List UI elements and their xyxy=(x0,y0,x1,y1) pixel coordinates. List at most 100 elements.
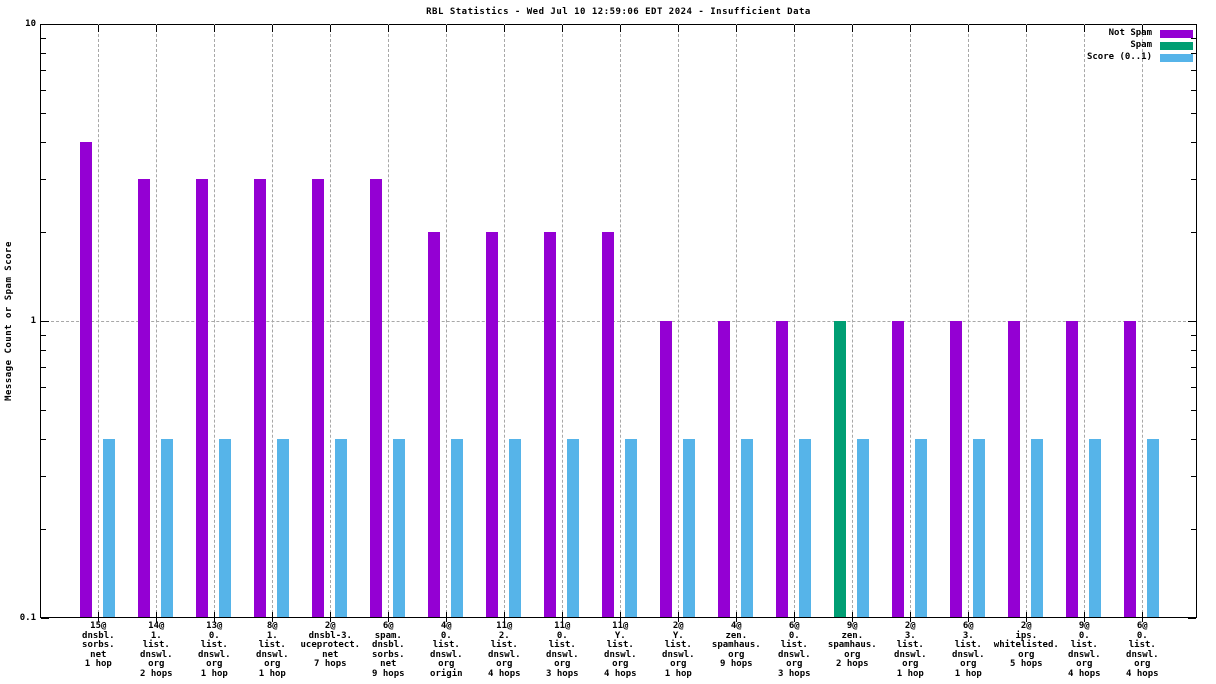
y-tick-minor-right xyxy=(1191,231,1196,233)
x-category-label-line: list. xyxy=(896,640,924,650)
x-tick-bottom xyxy=(156,612,158,622)
bar-score-10 xyxy=(683,439,696,617)
x-category-label-line: org xyxy=(1134,659,1151,669)
x-category-label-10: 2@ Y. list. dnswl. org 1 hop xyxy=(649,621,707,679)
x-category-label-line: spamhaus. xyxy=(711,640,761,650)
y-tick-minor-left xyxy=(41,334,46,336)
x-category-label-line: 13@ xyxy=(206,621,223,631)
x-category-label-14: 2@ 3. list. dnswl. org 1 hop xyxy=(881,621,939,679)
x-category-label-line: net xyxy=(322,649,339,660)
bar-not-spam-4 xyxy=(312,179,325,617)
y-tick-minor-left xyxy=(41,410,46,412)
bar-score-15 xyxy=(973,439,986,617)
x-category-label-line: 1 hop xyxy=(896,668,924,679)
x-category-label-line: list. xyxy=(954,640,982,650)
y-tick-minor-left xyxy=(41,70,46,71)
x-category-label-line: zen. xyxy=(841,630,864,641)
x-category-label-line: list. xyxy=(664,640,692,650)
x-tick-bottom xyxy=(678,612,680,622)
x-category-label-16: 2@ ips. whitelisted. org 5 hops xyxy=(994,621,1059,670)
x-tick-bottom xyxy=(852,612,854,622)
y-tick-minor-right xyxy=(1191,37,1196,39)
x-category-label-line: 2 hops xyxy=(140,668,173,679)
x-category-label-line: 3 hops xyxy=(778,668,811,679)
x-tick-bottom xyxy=(562,612,564,622)
x-category-label-15: 6@ 3. list. dnswl. org 1 hop xyxy=(939,621,997,679)
bar-not-spam-15 xyxy=(950,321,963,617)
x-category-label-line: 9 hops xyxy=(720,659,753,669)
x-category-label-line: 11@ xyxy=(612,621,629,631)
x-category-label-line: 6@ xyxy=(962,621,974,631)
x-category-label-line: org xyxy=(554,659,571,669)
x-tick-top xyxy=(1142,25,1144,32)
x-tick-top xyxy=(504,25,506,32)
x-category-label-line: dnswl. xyxy=(1126,649,1159,660)
x-category-label-line: 6@ xyxy=(382,621,394,631)
x-category-label-line: org xyxy=(438,659,455,669)
x-tick-bottom xyxy=(330,612,332,622)
x-category-label-line: list. xyxy=(142,640,170,650)
x-tick-bottom xyxy=(736,612,738,622)
x-category-label-line: 0. xyxy=(208,630,220,641)
x-tick-bottom xyxy=(214,612,216,622)
x-category-label-line: 6@ xyxy=(1136,621,1148,631)
gridline-horizontal xyxy=(41,321,1196,322)
y-tick-major-right xyxy=(1188,24,1196,25)
y-tick-minor-left xyxy=(41,142,46,144)
x-tick-bottom xyxy=(968,612,970,622)
bar-not-spam-14 xyxy=(892,321,905,617)
legend-swatch-not-spam xyxy=(1160,29,1193,38)
x-category-label-line: org xyxy=(786,659,803,669)
legend-label-spam: Spam xyxy=(1130,40,1152,50)
x-tick-top xyxy=(1026,25,1028,32)
x-tick-top xyxy=(968,25,970,32)
y-tick-minor-left xyxy=(41,113,46,115)
legend-label-not-spam: Not Spam xyxy=(1108,28,1152,38)
bar-score-8 xyxy=(567,439,580,617)
x-category-label-line: list. xyxy=(780,640,808,650)
x-category-label-line: org xyxy=(960,659,977,669)
x-category-label-line: 2@ xyxy=(904,621,916,631)
x-category-label-line: org xyxy=(206,659,223,669)
y-tick-minor-right xyxy=(1191,386,1196,388)
x-tick-top xyxy=(98,25,100,32)
x-category-label-line: dnswl. xyxy=(952,649,985,660)
bar-score-0 xyxy=(103,439,116,617)
bar-not-spam-0 xyxy=(80,142,93,617)
x-category-label-line: 15@ xyxy=(90,621,107,631)
legend: Not Spam Spam Score (0..1) xyxy=(1087,29,1193,62)
bar-not-spam-1 xyxy=(138,179,151,617)
x-category-label-17: 9@ 0. list. dnswl. org 4 hops xyxy=(1055,621,1113,679)
x-tick-top xyxy=(794,25,796,32)
y-tick-minor-right xyxy=(1191,528,1196,530)
x-category-label-line: org xyxy=(728,649,745,660)
x-category-label-line: uceprotect. xyxy=(300,640,361,650)
bar-not-spam-17 xyxy=(1066,321,1079,617)
x-tick-top xyxy=(156,25,158,32)
y-tick-minor-right xyxy=(1191,52,1196,54)
chart-title: RBL Statistics - Wed Jul 10 12:59:06 EDT… xyxy=(426,7,811,17)
x-category-label-line: dnsbl. xyxy=(82,630,115,641)
bar-score-6 xyxy=(451,439,464,617)
bar-not-spam-3 xyxy=(254,179,267,617)
bar-not-spam-18 xyxy=(1124,321,1137,617)
x-category-label-line: 8@ xyxy=(266,621,278,631)
y-tick-minor-left xyxy=(41,37,46,39)
y-tick-minor-left xyxy=(41,439,46,441)
x-tick-top xyxy=(446,25,448,32)
bar-not-spam-2 xyxy=(196,179,209,617)
x-category-label-line: 4@ xyxy=(440,621,452,631)
x-tick-top xyxy=(678,25,680,32)
bar-score-7 xyxy=(509,439,522,617)
x-category-label-line: 1 hop xyxy=(84,659,112,669)
x-category-label-line: 2@ xyxy=(672,621,684,631)
x-category-label-line: dnswl. xyxy=(604,649,637,660)
x-category-label-line: org xyxy=(612,659,629,669)
y-tick-label: 10 xyxy=(25,19,36,29)
bar-not-spam-9 xyxy=(602,231,615,617)
y-tick-minor-right xyxy=(1191,410,1196,412)
x-tick-bottom xyxy=(98,612,100,622)
x-category-label-line: 1 hop xyxy=(200,668,228,679)
x-category-label-line: dnswl. xyxy=(488,649,521,660)
x-category-label-line: 4 hops xyxy=(1126,668,1159,679)
